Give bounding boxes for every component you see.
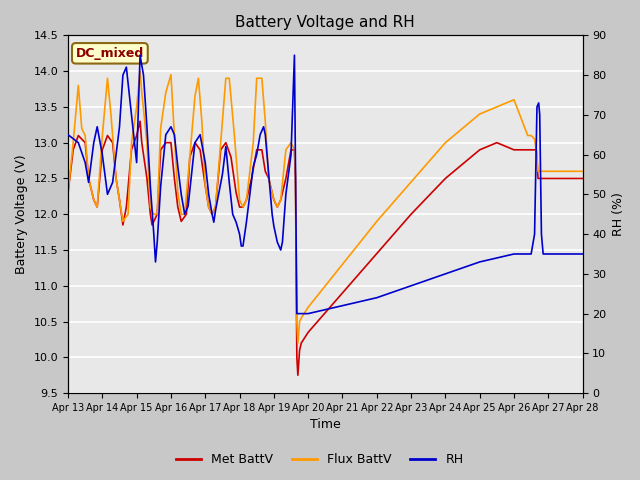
X-axis label: Time: Time xyxy=(310,419,340,432)
Title: Battery Voltage and RH: Battery Voltage and RH xyxy=(236,15,415,30)
Y-axis label: Battery Voltage (V): Battery Voltage (V) xyxy=(15,155,28,274)
Y-axis label: RH (%): RH (%) xyxy=(612,192,625,236)
Legend: Met BattV, Flux BattV, RH: Met BattV, Flux BattV, RH xyxy=(172,448,468,471)
Text: DC_mixed: DC_mixed xyxy=(76,47,144,60)
